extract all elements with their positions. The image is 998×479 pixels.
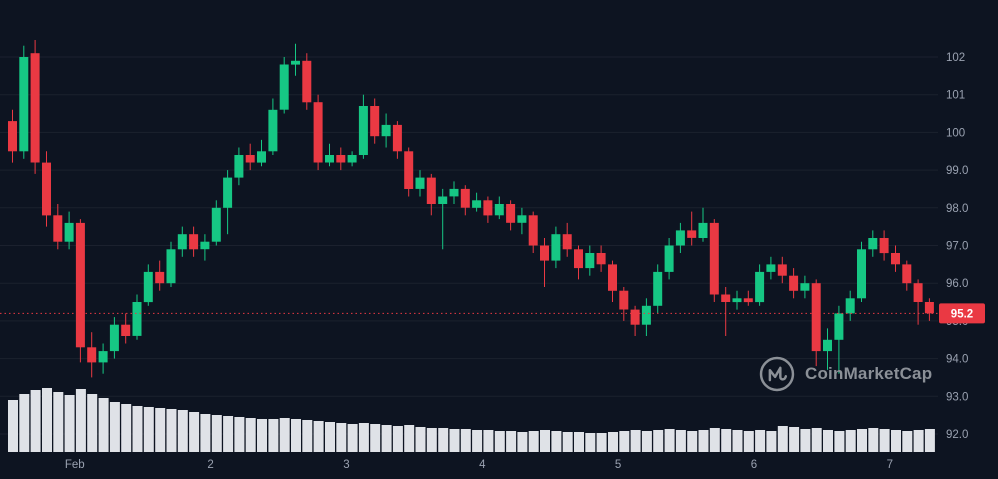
grid-lines (0, 56, 938, 435)
svg-text:92.0: 92.0 (946, 429, 968, 441)
price-axis-labels: 10210110099.098.097.096.095.094.093.092.… (946, 52, 968, 441)
svg-text:101: 101 (946, 90, 965, 102)
svg-text:3: 3 (343, 459, 349, 471)
svg-text:4: 4 (479, 459, 486, 471)
svg-text:97.0: 97.0 (946, 241, 968, 253)
svg-text:93.0: 93.0 (946, 391, 968, 403)
svg-text:100: 100 (946, 127, 965, 139)
current-price-badge: 95.2 (939, 303, 985, 324)
svg-text:2: 2 (207, 459, 213, 471)
svg-text:95.2: 95.2 (951, 308, 973, 320)
svg-text:5: 5 (615, 459, 621, 471)
svg-text:102: 102 (946, 52, 965, 64)
svg-text:99.0: 99.0 (946, 165, 968, 177)
svg-text:Feb: Feb (65, 459, 85, 471)
volume-bars (8, 388, 935, 452)
candles (8, 40, 934, 378)
svg-text:98.0: 98.0 (946, 203, 968, 215)
svg-text:7: 7 (887, 459, 893, 471)
time-axis-labels: Feb 2 3 4 5 6 7 (65, 459, 893, 471)
svg-text:96.0: 96.0 (946, 278, 968, 290)
svg-text:94.0: 94.0 (946, 354, 968, 366)
svg-text:6: 6 (751, 459, 757, 471)
